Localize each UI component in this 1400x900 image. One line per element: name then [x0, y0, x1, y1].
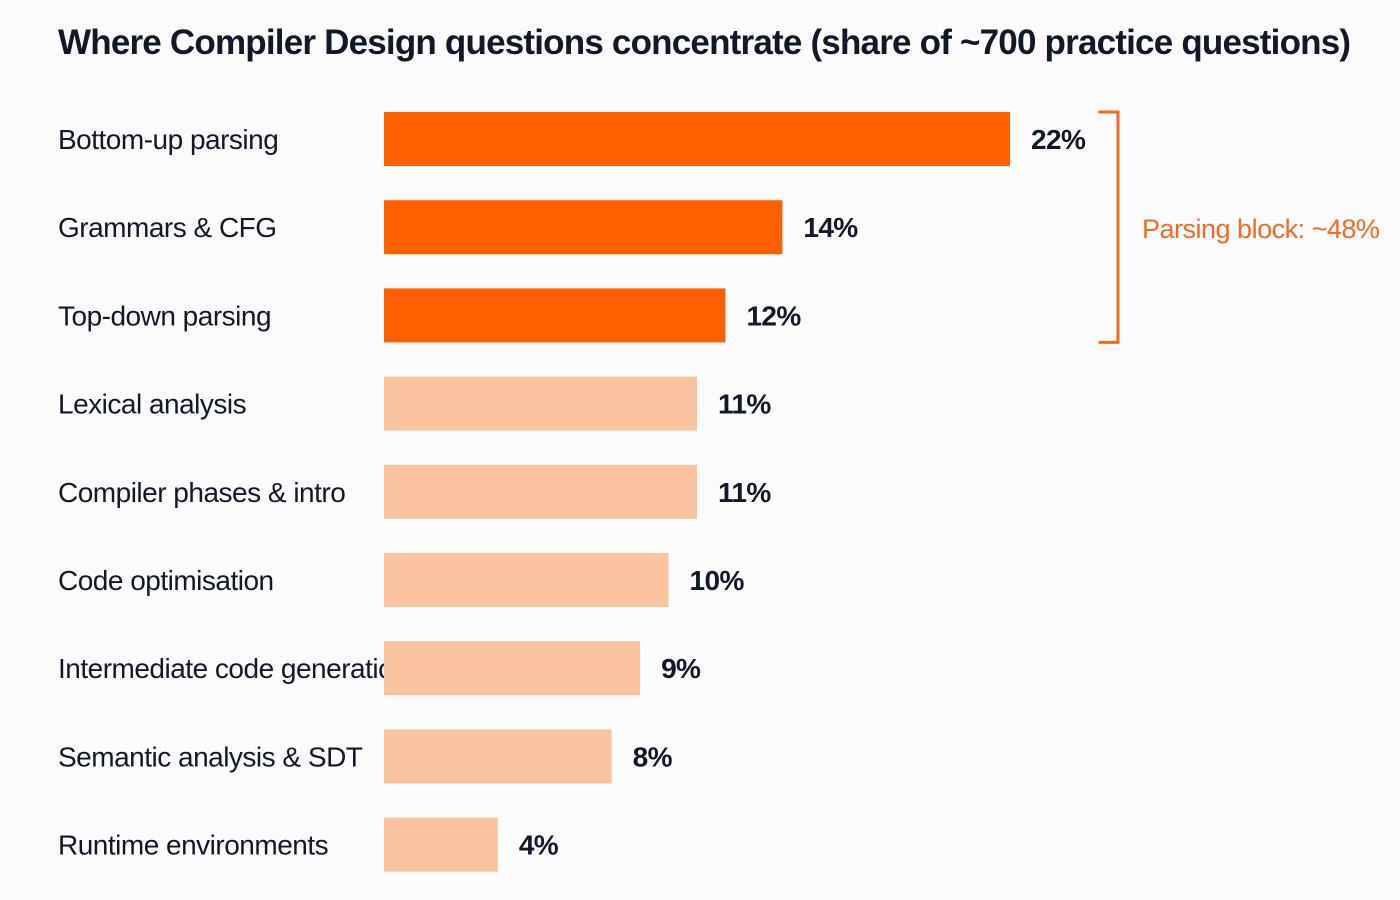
value-label-intermediate-code-generation: 9% — [661, 653, 701, 684]
bar-series: Bottom-up parsing 22% Grammars & CFG 14% Top… — [58, 112, 1087, 872]
category-label-runtime-environments: Runtime environments — [58, 830, 328, 861]
value-label-top-down-parsing: 12% — [746, 300, 801, 331]
value-label-lexical-analysis: 11% — [718, 389, 771, 420]
category-label-code-optimisation: Code optimisation — [58, 565, 274, 596]
bar-runtime-environments — [384, 817, 498, 872]
category-label-semantic-analysis-and-sdt: Semantic analysis & SDT — [58, 741, 363, 772]
value-label-bottom-up-parsing: 22% — [1031, 124, 1086, 155]
category-label-grammars-and-cfg: Grammars & CFG — [58, 212, 277, 243]
bar-code-optimisation — [384, 553, 669, 607]
value-label-runtime-environments: 4% — [519, 830, 559, 861]
bar-compiler-phases-and-intro — [384, 464, 697, 519]
category-label-intermediate-code-generation: Intermediate code generation — [58, 653, 408, 684]
value-label-compiler-phases-and-intro: 11% — [718, 477, 771, 508]
bar-bottom-up-parsing — [384, 112, 1010, 166]
bar-top-down-parsing — [384, 288, 726, 343]
category-label-lexical-analysis: Lexical analysis — [58, 389, 246, 420]
category-label-compiler-phases-and-intro: Compiler phases & intro — [58, 477, 345, 508]
chart-title: Where Compiler Design questions concentr… — [58, 23, 1351, 62]
parsing-block-label: Parsing block: ~48% — [1142, 214, 1380, 244]
bar-lexical-analysis — [384, 376, 697, 431]
bar-intermediate-code-generation — [384, 641, 641, 696]
bar-grammars-and-cfg — [384, 200, 783, 255]
bar-semantic-analysis-and-sdt — [384, 729, 612, 784]
value-label-grammars-and-cfg: 14% — [803, 212, 858, 243]
parsing-block-bracket — [1098, 110, 1120, 344]
parsing-block-annotation: Parsing block: ~48% — [1098, 110, 1380, 344]
value-label-code-optimisation: 10% — [690, 565, 745, 596]
value-label-semantic-analysis-and-sdt: 8% — [633, 741, 673, 772]
category-label-top-down-parsing: Top-down parsing — [58, 300, 271, 331]
category-label-bottom-up-parsing: Bottom-up parsing — [58, 124, 278, 155]
